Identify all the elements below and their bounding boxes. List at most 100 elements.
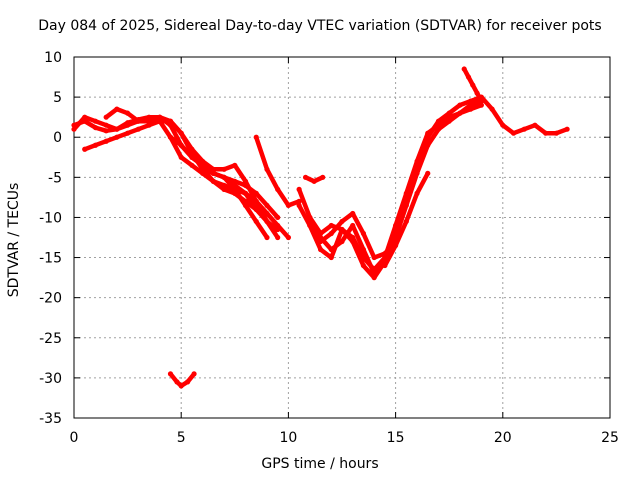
- x-tick-label: 0: [70, 430, 79, 446]
- data-point: [296, 202, 302, 209]
- data-point: [114, 106, 120, 112]
- data-point: [350, 234, 356, 241]
- data-point: [135, 126, 141, 132]
- data-point: [200, 162, 206, 168]
- y-axis-label: SDTVAR / TECUs: [6, 182, 22, 298]
- x-tick-label: 15: [387, 430, 405, 446]
- y-tick-label: -10: [39, 210, 62, 226]
- data-point: [311, 178, 317, 184]
- data-point: [285, 202, 291, 209]
- plot-frame: [73, 56, 611, 419]
- data-point: [82, 114, 88, 120]
- data-point: [470, 82, 476, 88]
- x-tick-label: 25: [601, 430, 619, 446]
- data-point: [521, 126, 527, 132]
- data-point: [350, 222, 356, 229]
- data-point: [553, 130, 560, 136]
- data-point: [339, 226, 345, 233]
- x-tick-label: 5: [177, 430, 186, 446]
- data-point: [393, 242, 399, 249]
- y-tick-label: 5: [53, 90, 62, 106]
- data-point: [371, 275, 377, 281]
- data-point: [221, 174, 227, 180]
- data-point: [425, 130, 431, 136]
- data-point: [339, 238, 345, 245]
- data-point: [103, 122, 109, 128]
- data-point: [178, 142, 184, 148]
- data-point: [232, 162, 238, 168]
- data-point: [125, 120, 131, 126]
- data-point: [414, 170, 420, 176]
- data-point: [92, 118, 99, 124]
- data-point: [414, 190, 420, 196]
- data-point: [135, 118, 141, 124]
- data-point: [317, 246, 324, 253]
- data-point: [264, 166, 270, 172]
- data-point: [532, 122, 538, 128]
- y-tick-label: -15: [39, 251, 62, 267]
- data-point: [167, 371, 174, 377]
- data-point: [125, 130, 131, 136]
- data-point: [71, 126, 77, 132]
- data-point: [307, 222, 313, 229]
- y-tick-label: -30: [39, 371, 62, 387]
- series-line: [296, 94, 570, 280]
- data-point: [403, 218, 409, 225]
- data-point: [328, 230, 334, 237]
- data-point: [264, 202, 270, 209]
- data-point: [360, 230, 367, 237]
- data-point: [242, 178, 249, 184]
- data-point: [360, 246, 367, 253]
- y-tick-label: 0: [53, 130, 62, 146]
- data-point: [178, 130, 184, 136]
- data-point: [221, 166, 227, 172]
- data-point: [114, 134, 120, 140]
- data-point: [275, 186, 281, 192]
- data-point: [382, 262, 388, 269]
- data-point: [414, 158, 420, 164]
- data-point: [200, 166, 206, 172]
- data-point: [242, 190, 249, 196]
- data-point: [264, 234, 270, 241]
- data-point: [167, 118, 174, 124]
- chart-title: Day 084 of 2025, Sidereal Day-to-day VTE…: [38, 18, 602, 34]
- data-point: [103, 128, 109, 134]
- x-tick-label: 10: [279, 430, 297, 446]
- data-point: [275, 234, 281, 241]
- data-point: [446, 118, 452, 124]
- data-point: [320, 174, 326, 180]
- data-point: [189, 162, 195, 168]
- data-point: [146, 122, 152, 128]
- data-point: [157, 114, 163, 120]
- data-point: [103, 138, 109, 144]
- data-point: [189, 154, 195, 160]
- data-point: [178, 154, 184, 160]
- data-point: [275, 214, 281, 221]
- data-point: [510, 130, 517, 136]
- data-point: [339, 218, 345, 225]
- data-point: [92, 124, 99, 131]
- data-point: [253, 198, 259, 204]
- data-point: [360, 262, 367, 269]
- data-point: [403, 202, 409, 209]
- series-line: [253, 134, 302, 208]
- data-point: [210, 178, 216, 184]
- data-point: [500, 122, 506, 128]
- data-point: [253, 134, 259, 140]
- data-point: [328, 246, 334, 253]
- data-point: [146, 118, 152, 124]
- data-point: [328, 222, 334, 229]
- data-point: [302, 174, 309, 180]
- y-tick-label: -20: [39, 291, 62, 307]
- data-point: [457, 102, 463, 108]
- data-point: [489, 106, 495, 112]
- data-point: [264, 218, 270, 225]
- y-tick-label: -35: [39, 411, 62, 427]
- data-point: [275, 226, 281, 233]
- data-point: [174, 379, 180, 385]
- data-point: [296, 198, 302, 204]
- data-point: [167, 134, 174, 140]
- data-point: [285, 234, 291, 241]
- y-tick-label: -25: [39, 331, 62, 347]
- data-point: [221, 186, 227, 192]
